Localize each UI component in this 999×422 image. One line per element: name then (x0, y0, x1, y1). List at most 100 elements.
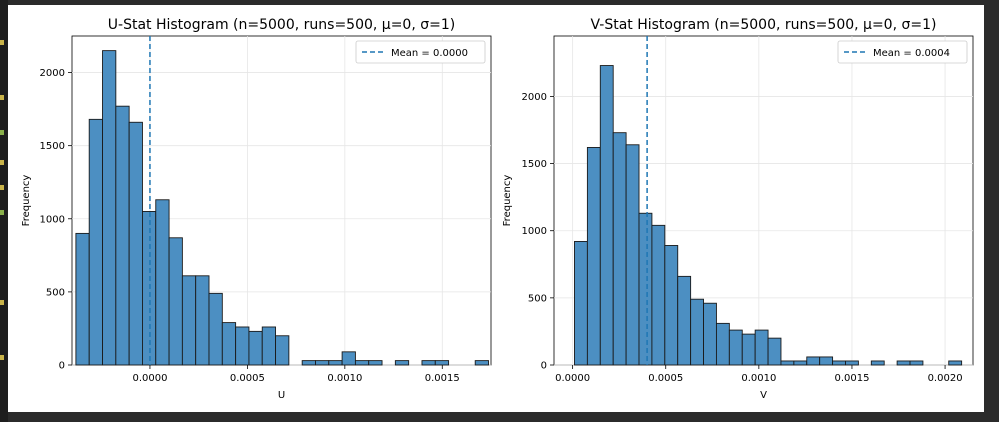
v-histogram-bar (793, 360, 808, 366)
u-histogram-bar (221, 322, 237, 366)
u-x-tick-label: 0.0010 (327, 373, 362, 384)
v-y-axis-label: Frequency (502, 175, 513, 227)
v-y-tick-label: 1000 (522, 226, 547, 237)
v-histogram-bar (715, 322, 730, 366)
v-histogram-bar (870, 360, 885, 366)
u-x-tick-label: 0.0000 (132, 373, 167, 384)
u-histogram-bar (474, 360, 489, 366)
u-histogram-bar (115, 105, 130, 366)
v-histogram-bar (574, 241, 588, 366)
u-y-tick-label: 500 (46, 287, 65, 298)
u-legend: Mean = 0.0000 (355, 40, 486, 64)
u-histogram-bar (128, 121, 143, 366)
u-x-axis-label: U (278, 390, 285, 401)
editor-gutter (0, 0, 8, 422)
figure-canvas: 0.0000 0.0005 0.0010 0.0015 0 500 1000 1500 200… (8, 5, 984, 412)
v-x-tick-label: 0.0020 (928, 373, 963, 384)
u-y-tick-label: 1500 (40, 141, 65, 152)
gutter-marker (0, 210, 4, 215)
u-histogram-bar (155, 199, 170, 366)
u-histogram-bar (341, 351, 356, 366)
v-histogram-bar (625, 144, 640, 366)
v-x-axis-label: V (760, 390, 767, 401)
v-x-tick-label: 0.0010 (741, 373, 776, 384)
gutter-marker (0, 40, 4, 45)
u-histogram-bar (315, 360, 330, 366)
u-legend-label: Mean = 0.0000 (391, 48, 468, 59)
u-y-tick-label: 2000 (40, 68, 65, 79)
v-histogram-bar (948, 360, 963, 366)
v-histogram-bar (599, 65, 614, 366)
v-histogram-bar (586, 147, 601, 366)
v-x-ticks: 0.0000 0.0005 0.0010 0.0015 0.0020 (555, 365, 963, 384)
u-histogram-bar (328, 360, 343, 366)
v-histogram-bar (780, 360, 795, 366)
v-y-tick-label: 2000 (522, 92, 547, 103)
v-histogram-bar (845, 360, 859, 366)
v-x-tick-label: 0.0015 (834, 373, 869, 384)
u-y-axis-label: Frequency (21, 175, 32, 227)
u-histogram-bar (102, 50, 117, 366)
u-histogram-bar (142, 211, 157, 366)
u-histogram-bar (195, 275, 210, 366)
u-histogram-bar (208, 292, 223, 366)
u-y-ticks: 0 500 1000 1500 2000 (40, 68, 72, 372)
v-histogram-bar (741, 333, 756, 366)
v-histogram-bar (832, 360, 846, 366)
u-stat-chart: 0.0000 0.0005 0.0010 0.0015 0 500 1000 1500 200… (21, 17, 492, 401)
u-histogram-bar (354, 360, 370, 366)
v-chart-title: V-Stat Histogram (n=5000, runs=500, μ=0,… (591, 17, 937, 33)
u-histogram-bar (88, 118, 103, 366)
v-histogram-bar (806, 356, 821, 366)
u-histogram-bar (368, 360, 383, 366)
v-legend: Mean = 0.0004 (837, 40, 968, 64)
v-histogram-bar (728, 329, 743, 366)
v-histogram-bar (638, 212, 653, 366)
u-y-tick-label: 1000 (40, 214, 65, 225)
u-histogram-bar (275, 335, 290, 366)
gutter-marker (0, 185, 4, 190)
u-histogram-bar (301, 360, 316, 366)
v-histogram-bar (690, 298, 704, 366)
v-histogram-bar (767, 337, 782, 366)
gutter-marker (0, 355, 4, 360)
u-histogram-bar (394, 360, 410, 366)
histogram-figure: 0.0000 0.0005 0.0010 0.0015 0 500 1000 1500 200… (21, 17, 974, 401)
v-y-tick-label: 1500 (522, 159, 547, 170)
u-histogram-bar (434, 360, 450, 366)
v-histogram-bar (677, 275, 692, 366)
v-legend-label: Mean = 0.0004 (873, 48, 950, 59)
gutter-marker (0, 130, 4, 135)
v-y-tick-label: 500 (528, 293, 547, 304)
gutter-marker (0, 95, 4, 100)
u-x-tick-label: 0.0015 (425, 373, 460, 384)
v-x-tick-label: 0.0000 (555, 373, 590, 384)
u-x-ticks: 0.0000 0.0005 0.0010 0.0015 (132, 365, 460, 384)
v-histogram-bar (703, 302, 717, 366)
v-histogram-bar (754, 329, 769, 366)
v-y-ticks: 0 500 1000 1500 2000 (522, 92, 554, 372)
v-legend-box (837, 40, 968, 64)
v-histogram-bar (651, 224, 666, 366)
u-y-tick-label: 0 (59, 361, 65, 372)
v-y-tick-label: 0 (541, 361, 547, 372)
u-histogram-bar (181, 275, 197, 366)
v-histogram-bar (896, 360, 911, 366)
u-histogram-bar (248, 330, 263, 366)
v-histogram-bar (664, 245, 679, 366)
u-chart-title: U-Stat Histogram (n=5000, runs=500, μ=0,… (108, 17, 455, 33)
v-bars (574, 65, 963, 366)
u-histogram-bar (168, 237, 183, 366)
v-histogram-bar (909, 360, 924, 366)
v-x-tick-label: 0.0005 (648, 373, 683, 384)
u-histogram-bar (235, 326, 250, 366)
u-x-tick-label: 0.0005 (230, 373, 265, 384)
u-histogram-bar (261, 326, 277, 366)
v-histogram-bar (612, 132, 627, 366)
u-histogram-bar (75, 232, 90, 366)
gutter-marker (0, 300, 4, 305)
gutter-marker (0, 160, 4, 165)
v-histogram-bar (819, 356, 834, 366)
u-bars (75, 50, 489, 366)
v-stat-chart: 0.0000 0.0005 0.0010 0.0015 0.0020 0 500 1000 1… (502, 17, 974, 401)
